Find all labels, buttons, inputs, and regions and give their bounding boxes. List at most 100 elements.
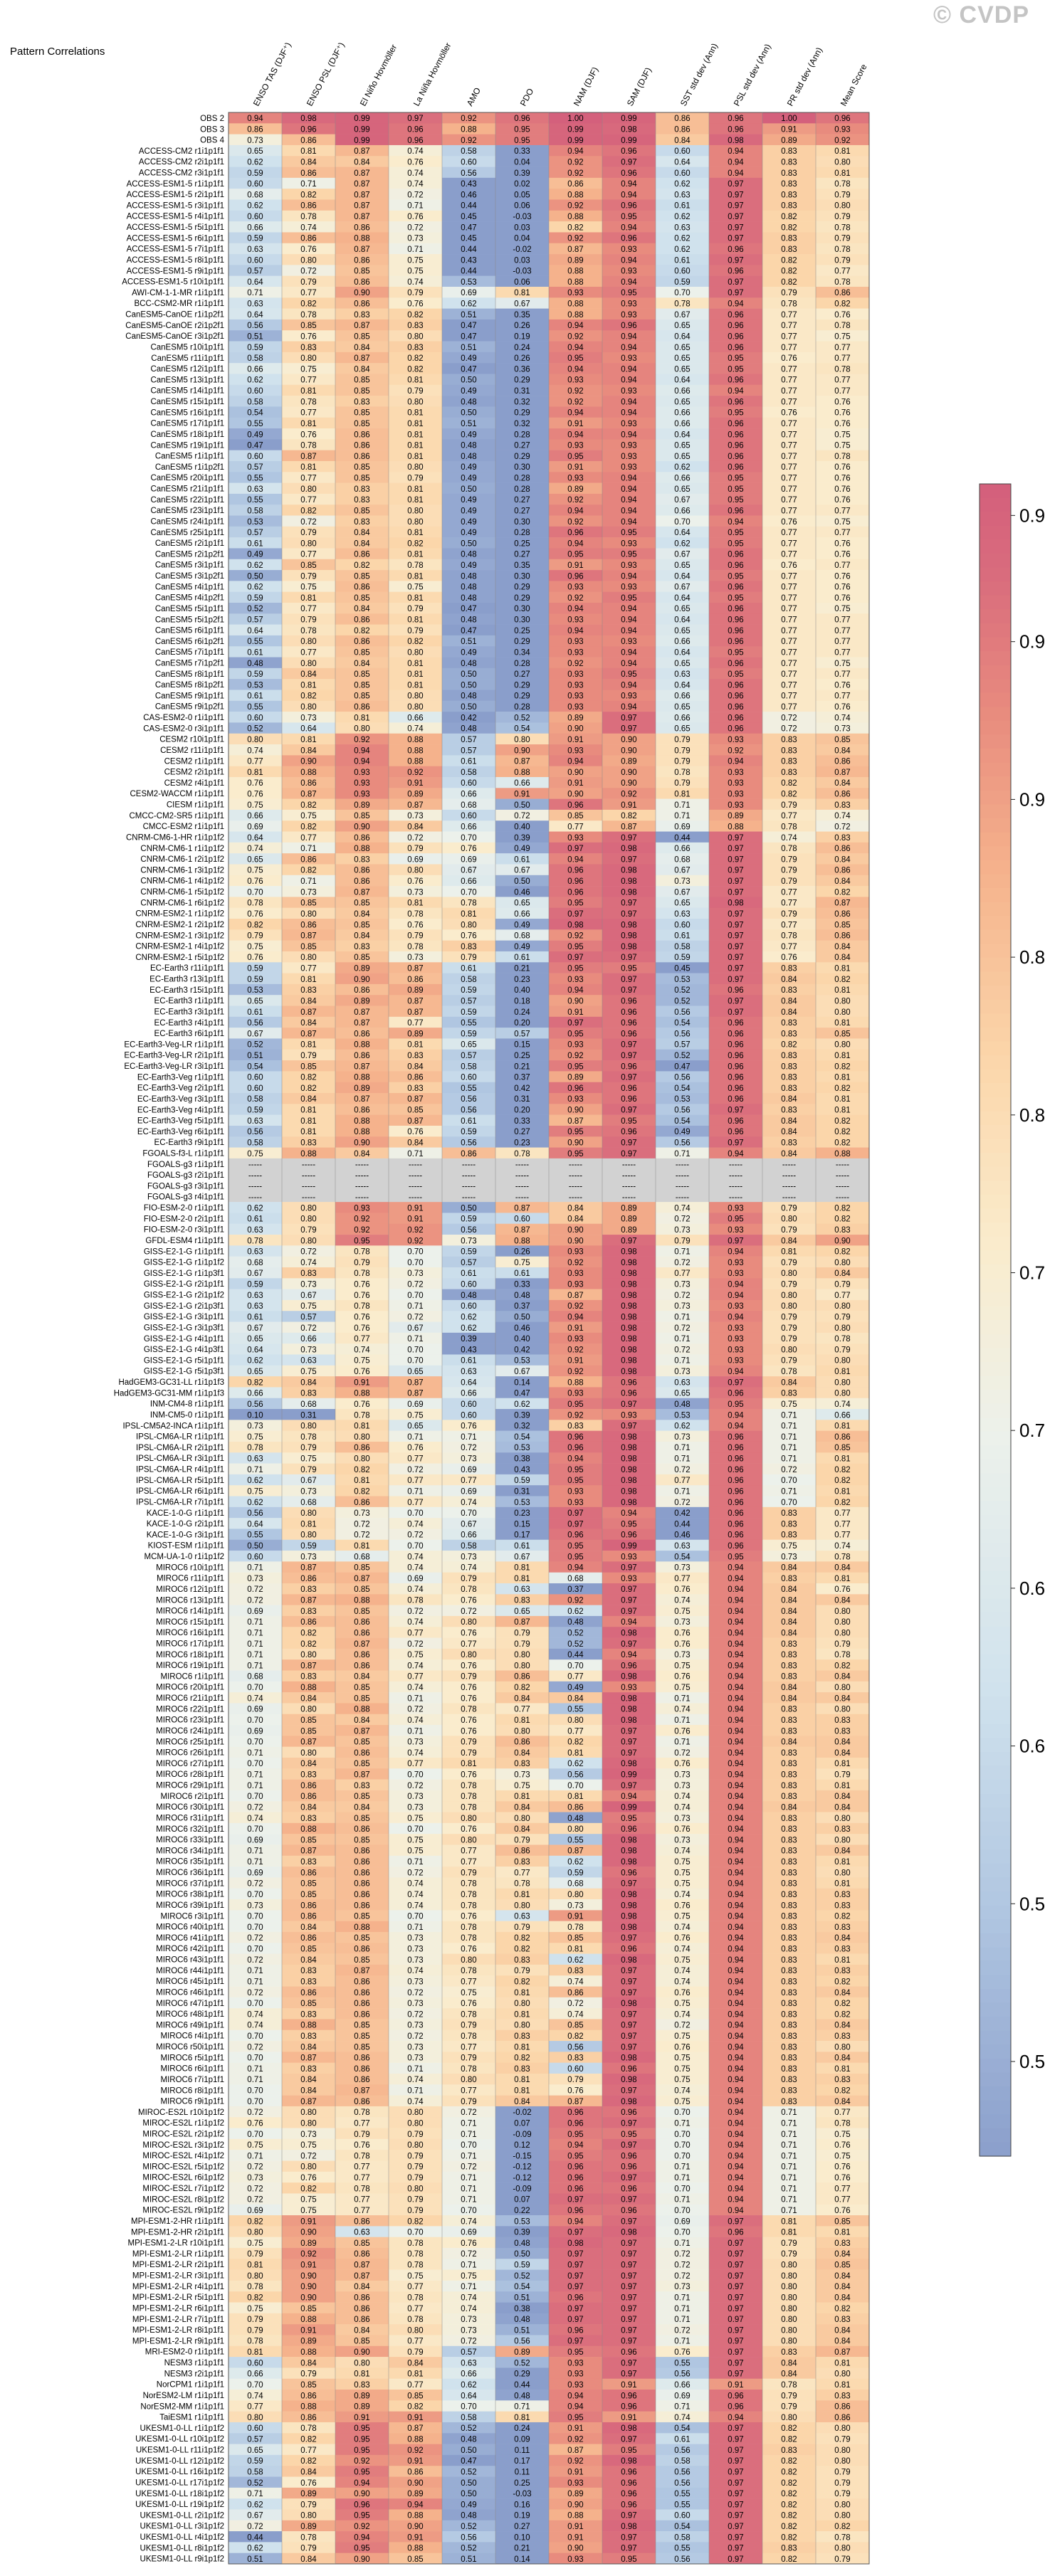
cell-value: 0.98	[621, 2229, 636, 2237]
cell-value: 0.65	[407, 1368, 423, 1376]
cell-value: 0.98	[621, 2098, 636, 2106]
heatmap-cell	[442, 221, 495, 233]
heatmap-cell	[335, 112, 389, 124]
heatmap-cell	[442, 275, 495, 287]
row-label: GISS-E2-1-G r2i1p1f1	[144, 1280, 224, 1289]
cell-value: 0.72	[674, 1259, 690, 1267]
cell-value: 0.96	[567, 2174, 583, 2182]
cell-value: -0.12	[513, 2163, 531, 2172]
cell-value: 0.79	[247, 932, 263, 941]
cell-value: 0.62	[247, 584, 263, 592]
cell-value: 0.85	[300, 322, 316, 330]
heatmap-cell	[389, 210, 442, 222]
cell-value: 0.70	[247, 1684, 263, 1692]
cell-value: 0.70	[674, 2229, 690, 2237]
cell-value: 0.96	[728, 1444, 743, 1452]
cell-value: 0.72	[674, 2272, 690, 2281]
heatmap-cell	[442, 189, 495, 200]
cell-value: 0.87	[567, 246, 583, 254]
cell-value: 0.59	[247, 1281, 263, 1289]
cell-value: 0.97	[728, 278, 743, 287]
heatmap-cell	[389, 254, 442, 265]
heatmap-cell	[442, 144, 495, 157]
cell-value: 0.78	[834, 278, 850, 287]
cell-value: 0.23	[514, 1509, 530, 1518]
cell-value: 0.94	[728, 1946, 744, 1954]
cell-value: 0.84	[354, 539, 370, 548]
cell-value: 0.75	[781, 1400, 797, 1409]
cell-value: 0.80	[407, 518, 423, 527]
cell-value: 0.60	[247, 213, 263, 221]
cell-value: 0.86	[354, 1651, 369, 1659]
cell-value: 0.94	[567, 344, 584, 352]
heatmap-cell	[709, 243, 762, 255]
cell-value: 0.98	[621, 867, 636, 875]
cell-value: 0.49	[461, 496, 476, 505]
cell-value: 0.76	[781, 409, 797, 418]
cell-value: 0.72	[247, 2185, 263, 2193]
cell-value: 0.70	[247, 2098, 263, 2106]
cell-value: 0.94	[728, 2119, 744, 2128]
cell-value: 0.62	[247, 1499, 263, 1507]
heatmap-cell	[335, 199, 389, 211]
cell-value: 0.62	[247, 158, 263, 167]
cell-value: 0.74	[674, 1793, 690, 1801]
cell-value: 0.85	[354, 463, 369, 472]
cell-value: 0.76	[781, 561, 797, 570]
cell-value: 0.95	[728, 1215, 743, 1224]
cell-value: 0.80	[407, 507, 423, 515]
row-label: ACCESS-ESM1-5 r1i1p1f1	[127, 180, 224, 189]
cell-value: 0.76	[834, 584, 850, 592]
heatmap-cell	[816, 199, 869, 211]
cell-value: 0.83	[781, 1727, 797, 1736]
cell-value: 0.73	[247, 137, 263, 145]
cell-value: 0.94	[621, 398, 637, 406]
cell-value: 0.84	[354, 344, 370, 352]
cell-value: 0.97	[728, 223, 743, 232]
cell-value: 0.81	[834, 1782, 850, 1790]
cell-value: 0.79	[407, 2131, 423, 2139]
cell-value: 0.77	[781, 627, 797, 635]
heatmap-cell	[709, 177, 762, 189]
cell-value: 0.81	[834, 2065, 850, 2074]
cell-value: 0.94	[621, 605, 637, 613]
cell-value: 0.71	[247, 1651, 263, 1659]
cell-value: 0.71	[674, 1716, 690, 1725]
cell-value: 0.93	[621, 453, 636, 461]
cell-value: -----	[409, 1171, 422, 1180]
cell-value: 0.83	[354, 311, 369, 320]
cell-value: 0.72	[674, 1292, 690, 1300]
cell-value: 0.83	[514, 1858, 530, 1867]
cell-value: 0.80	[781, 1302, 797, 1311]
cell-value: 0.77	[407, 1760, 423, 1768]
cell-value: 0.86	[354, 2098, 369, 2106]
cell-value: 0.79	[834, 1346, 850, 1354]
cell-value: 0.74	[247, 845, 263, 853]
cell-value: 0.90	[567, 1107, 583, 1115]
cell-value: 0.84	[674, 137, 690, 145]
cell-value: 0.80	[407, 692, 423, 701]
cell-value: 0.81	[514, 1716, 530, 1725]
cell-value: 0.76	[834, 485, 850, 494]
cell-value: 0.74	[407, 1967, 424, 1975]
cell-value: 0.31	[300, 1411, 316, 1420]
cell-value: 0.59	[247, 1107, 263, 1115]
cell-value: 0.92	[567, 496, 583, 505]
cell-value: 0.83	[834, 1923, 850, 1932]
cell-value: 0.58	[674, 943, 690, 951]
cell-value: 0.96	[407, 126, 423, 134]
cell-value: 0.50	[461, 1204, 476, 1213]
cell-value: 0.27	[514, 442, 530, 450]
cell-value: 0.74	[407, 1662, 424, 1670]
cell-value: 0.81	[407, 551, 423, 559]
cell-value: 0.74	[674, 1706, 690, 1714]
cell-value: 0.92	[407, 769, 423, 777]
cell-value: 0.67	[674, 311, 690, 320]
cell-value: 0.93	[728, 791, 743, 799]
cell-value: 0.63	[247, 1455, 263, 1464]
cell-value: 0.74	[834, 714, 851, 722]
cell-value: 0.79	[461, 2022, 476, 2030]
cell-value: 0.94	[567, 1455, 584, 1464]
cell-value: 0.71	[247, 1466, 263, 1474]
heatmap-cell	[389, 144, 442, 157]
